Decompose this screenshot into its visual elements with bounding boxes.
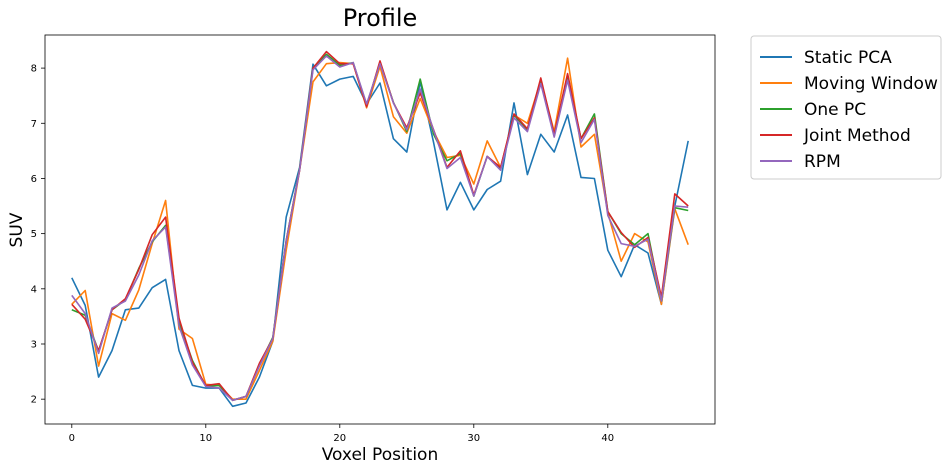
legend-label-2: Moving Window [804,74,938,94]
y-axis-ticks: 2 3 4 5 6 7 8 [31,64,45,406]
x-axis-label: Voxel Position [322,445,439,465]
legend-label-4: Joint Method [803,126,911,146]
y-tick-label: 4 [31,284,37,295]
series-line-5 [71,55,689,402]
y-tick-label: 7 [31,119,37,130]
legend-box [750,35,942,180]
plot-frame [44,34,716,425]
y-tick-label: 3 [31,339,37,350]
plot-area [71,50,689,408]
y-tick-label: 5 [31,229,37,240]
series-line-4 [71,50,689,402]
legend-label-5: RPM [804,152,841,172]
y-tick-label: 2 [31,395,37,406]
x-tick-label: 30 [467,433,480,444]
x-tick-label: 10 [199,433,212,444]
y-tick-label: 8 [31,64,37,75]
x-axis-ticks: 0 10 20 30 40 [69,424,614,444]
x-tick-label: 40 [601,433,614,444]
x-tick-label: 20 [333,433,346,444]
legend: Static PCA Moving Window One PC Joint Metho… [750,35,942,180]
y-axis-label: SUV [7,212,27,247]
chart-title: Profile [343,4,418,32]
legend-label-1: Static PCA [804,48,892,68]
legend-label-3: One PC [804,100,866,120]
y-tick-label: 6 [31,174,37,185]
x-tick-label: 0 [69,433,75,444]
series-line-1 [71,63,689,408]
